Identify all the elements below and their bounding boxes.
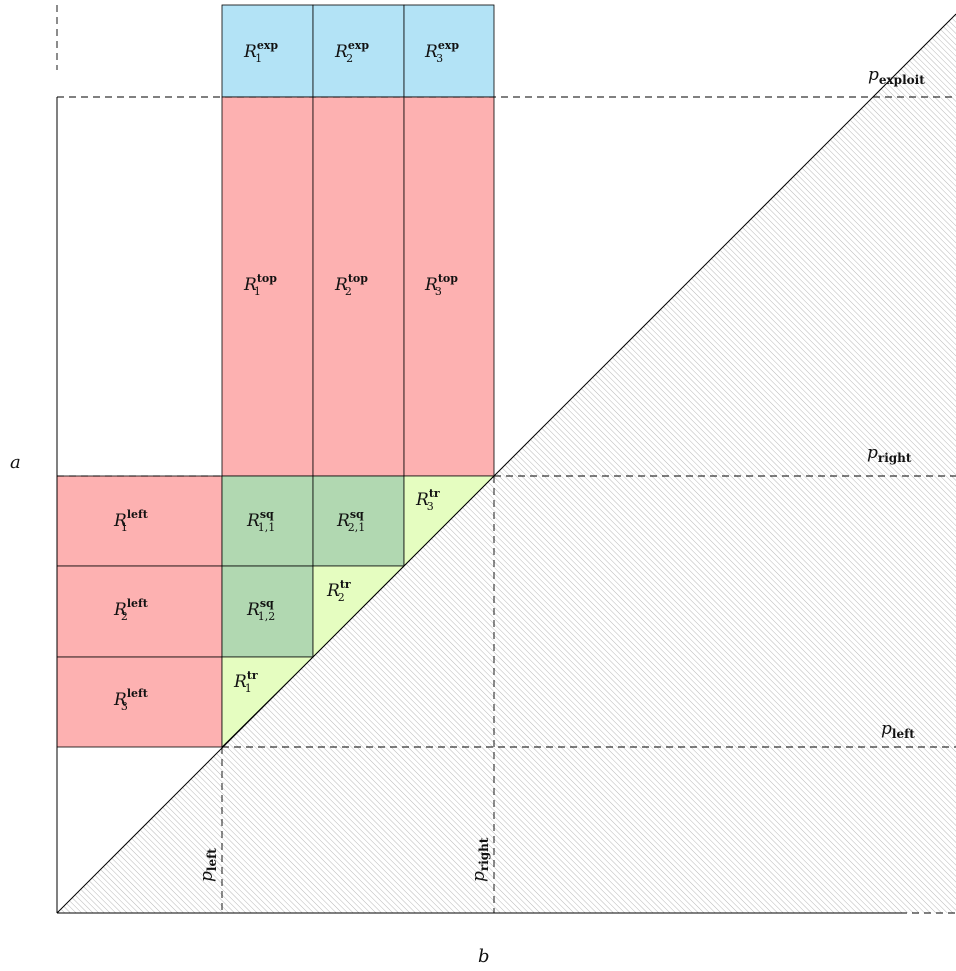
region-top-1 <box>221 96 314 477</box>
label-p-exploit: pexploit <box>868 65 925 87</box>
label-tr-1: Rtr 1 <box>233 669 258 695</box>
x-axis-label: b <box>478 946 490 967</box>
label-sq-1-1: Rsq 1,1 <box>246 508 275 534</box>
label-tr-3: Rtr 3 <box>415 487 440 513</box>
label-tr-2: Rtr 2 <box>326 578 351 604</box>
label-exp-2: Rexp 2 <box>334 39 369 65</box>
region-labels: Rexp 1 Rexp 2 Rexp 3 Rtop 1 Rtop 2 Rtop 3 Rlef… <box>113 39 459 713</box>
label-top-1: Rtop 1 <box>243 272 277 298</box>
region-top-3 <box>403 96 495 477</box>
label-left-2: Rleft 2 <box>113 597 149 623</box>
label-sq-1-2: Rsq 1,2 <box>246 597 275 623</box>
label-p-left: pleft <box>881 719 915 741</box>
region-exp-2 <box>312 4 405 98</box>
label-top-2: Rtop 2 <box>334 272 368 298</box>
label-p-right: pright <box>867 443 912 465</box>
region-top-2 <box>312 96 405 477</box>
label-left-1: Rleft 1 <box>113 508 149 534</box>
region-exp-1 <box>221 4 314 98</box>
region-exp-3 <box>403 4 495 98</box>
region-sq-1-1 <box>221 475 314 567</box>
label-sq-2-1: Rsq 2,1 <box>336 508 365 534</box>
region-left-1 <box>56 475 223 567</box>
label-top-3: Rtop 3 <box>424 272 458 298</box>
label-p-left-vertical: pleft <box>197 848 219 882</box>
label-p-right-vertical: pright <box>469 837 491 882</box>
diagonal-line <box>56 13 956 914</box>
label-left-3: Rleft 3 <box>113 687 149 713</box>
label-exp-3: Rexp 3 <box>424 39 459 65</box>
y-axis-label: a <box>10 452 21 473</box>
label-exp-1: Rexp 1 <box>243 39 278 65</box>
region-left-2 <box>56 565 223 658</box>
threshold-lines <box>56 5 956 914</box>
region-sq-1-2 <box>221 565 314 658</box>
region-left-3 <box>56 656 223 748</box>
